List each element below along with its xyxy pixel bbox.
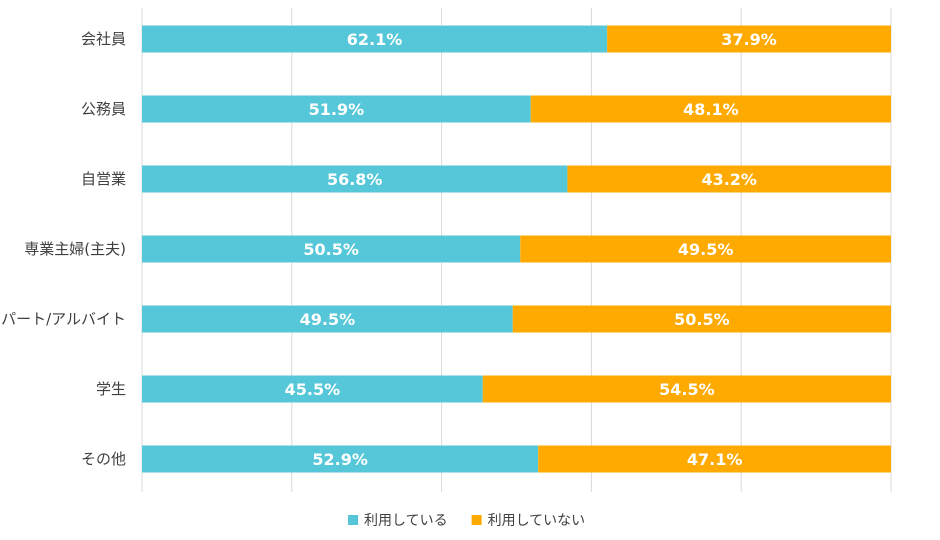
data-label: 51.9% (309, 100, 365, 119)
bars: 62.1% 37.9% 51.9% 48.1% 56.8% 43.2% 50.5% 49.5%… (142, 25, 891, 473)
data-label: 62.1% (347, 30, 403, 49)
category-label: 専業主婦(主夫) (24, 240, 126, 258)
category-label: 公務員 (81, 100, 126, 118)
legend-swatch (471, 515, 482, 525)
legend-label: 利用していない (488, 513, 586, 529)
bar-segment (567, 165, 891, 193)
bar-segment (142, 25, 608, 53)
category-label: 会社員 (81, 30, 126, 48)
data-label: 47.1% (687, 450, 743, 469)
bar-segment (142, 235, 521, 263)
bar-segment (142, 445, 539, 473)
bar-segment (142, 375, 483, 403)
bar-segment (142, 165, 568, 193)
data-label: 52.9% (312, 450, 368, 469)
bar-segment (607, 25, 891, 53)
data-label: 37.9% (721, 30, 777, 49)
bar-segment (530, 95, 891, 123)
legend: 利用している 利用していない (348, 513, 585, 529)
category-label: パート/アルバイト (1, 310, 126, 328)
data-label: 48.1% (683, 100, 739, 119)
category-label: 自営業 (81, 170, 126, 188)
bar-segment (142, 305, 513, 333)
bar-segment (538, 445, 891, 473)
category-label: 学生 (96, 380, 126, 398)
bar-segment (520, 235, 891, 263)
data-label: 50.5% (303, 240, 359, 259)
bar-segment (482, 375, 891, 403)
bar-segment (142, 95, 531, 123)
data-label: 43.2% (701, 170, 757, 189)
data-label: 54.5% (659, 380, 715, 399)
data-label: 45.5% (285, 380, 341, 399)
data-label: 49.5% (678, 240, 734, 259)
category-label: その他 (81, 450, 126, 468)
data-label: 56.8% (327, 170, 383, 189)
data-label: 50.5% (674, 310, 730, 329)
legend-label: 利用している (364, 513, 448, 529)
bar-segment (512, 305, 891, 333)
legend-swatch (348, 515, 358, 525)
data-label: 49.5% (300, 310, 356, 329)
